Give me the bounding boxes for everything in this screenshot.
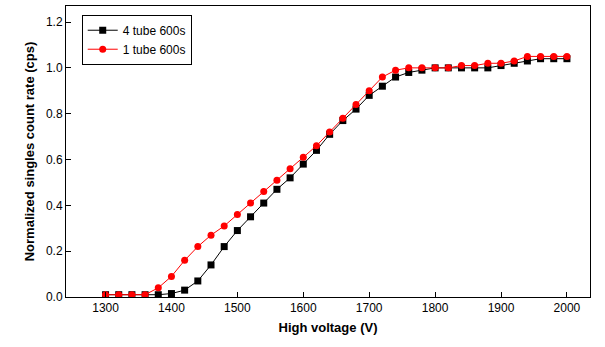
svg-text:0.6: 0.6 — [46, 153, 63, 167]
svg-text:0.4: 0.4 — [46, 199, 63, 213]
svg-text:Normalized singles count rate: Normalized singles count rate (cps) — [22, 42, 37, 262]
svg-text:1900: 1900 — [488, 301, 515, 315]
svg-text:1400: 1400 — [158, 301, 185, 315]
svg-text:2000: 2000 — [554, 301, 581, 315]
svg-text:0.2: 0.2 — [46, 244, 63, 258]
svg-text:1500: 1500 — [224, 301, 251, 315]
svg-text:0.0: 0.0 — [46, 290, 63, 304]
svg-text:1700: 1700 — [356, 301, 383, 315]
svg-text:1.2: 1.2 — [46, 15, 63, 29]
svg-text:1 tube 600s: 1 tube 600s — [123, 43, 186, 57]
svg-text:1600: 1600 — [290, 301, 317, 315]
svg-text:1300: 1300 — [92, 301, 119, 315]
svg-text:4 tube 600s: 4 tube 600s — [123, 24, 186, 38]
svg-text:1800: 1800 — [422, 301, 449, 315]
svg-text:1.0: 1.0 — [46, 61, 63, 75]
svg-text:High voltage (V): High voltage (V) — [279, 320, 378, 335]
svg-text:0.8: 0.8 — [46, 107, 63, 121]
